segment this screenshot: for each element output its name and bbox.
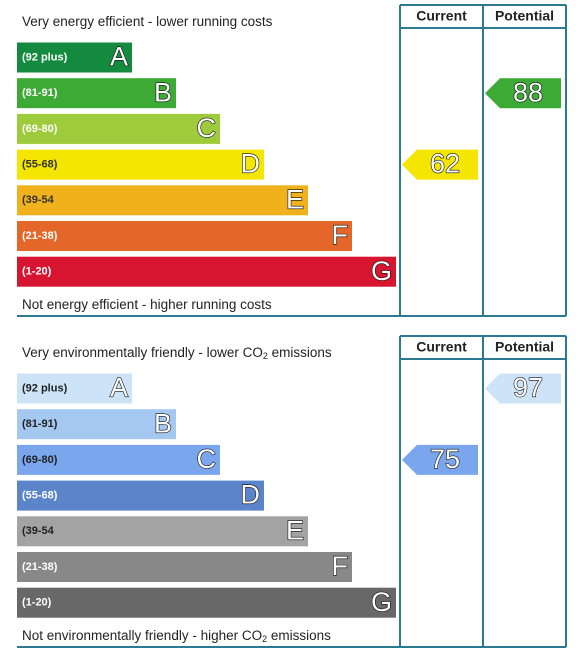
- band-range: (39-54: [22, 525, 55, 537]
- band-range: (69-80): [22, 123, 58, 135]
- band-bar: [17, 552, 352, 582]
- band-letter: B: [154, 77, 172, 107]
- band-letter: F: [332, 551, 349, 581]
- rating-arrow: [402, 149, 478, 180]
- band-letter: D: [241, 480, 261, 510]
- band-letter: E: [286, 184, 304, 214]
- column-header: Current: [416, 339, 467, 355]
- bottom-text-part: Not energy efficient - higher running co…: [22, 297, 272, 312]
- band-letter: E: [286, 515, 304, 545]
- rating-arrow: [402, 444, 478, 475]
- band-letter: C: [197, 444, 217, 474]
- rating-value: 62: [430, 149, 460, 179]
- bottom-text: Not environmentally friendly - higher CO…: [22, 628, 331, 645]
- top-text-part: emissions: [268, 345, 332, 360]
- band-letter: A: [110, 373, 128, 403]
- bottom-text-part: 2: [262, 634, 267, 644]
- column-header: Current: [416, 8, 467, 24]
- band-bar: [17, 185, 308, 216]
- column-header: Potential: [495, 339, 554, 355]
- rating-value: 88: [513, 77, 543, 107]
- epc-chart: Current Potential Very environmentally fri…: [17, 335, 567, 648]
- band-bar: [17, 480, 264, 511]
- rating-value: 97: [513, 373, 543, 403]
- bottom-text-part: emissions: [267, 628, 331, 643]
- top-text: Very environmentally friendly - lower CO…: [22, 345, 332, 362]
- column-header: Potential: [495, 8, 554, 24]
- band-range: (92 plus): [22, 382, 68, 394]
- band-letter: F: [332, 220, 349, 250]
- band-letter: G: [371, 587, 392, 617]
- band-range: (21-38): [22, 230, 58, 242]
- band-letter: D: [241, 149, 261, 179]
- band-range: (1-20): [22, 597, 52, 609]
- band-bar: [17, 149, 264, 180]
- band-range: (39-54: [22, 194, 55, 206]
- band-bar: [17, 78, 176, 109]
- band-range: (69-80): [22, 454, 58, 466]
- band-range: (55-68): [22, 159, 58, 171]
- top-text-part: Very energy efficient - lower running co…: [22, 14, 273, 29]
- top-text-part: Very environmentally friendly - lower CO: [22, 345, 263, 360]
- band-range: (92 plus): [22, 51, 68, 63]
- band-bar: [17, 444, 220, 475]
- band-range: (1-20): [22, 266, 52, 278]
- band-letter: G: [371, 256, 392, 286]
- band-range: (21-38): [22, 561, 58, 573]
- band-letter: C: [197, 113, 217, 143]
- band-bar: [17, 373, 132, 404]
- band-bar: [17, 113, 220, 144]
- band-range: (55-68): [22, 490, 58, 502]
- rating-arrow: [485, 373, 561, 404]
- band-range: (81-91): [22, 418, 58, 430]
- band-bar: [17, 516, 308, 547]
- epc-chart: Current Potential Very energy efficient - …: [17, 4, 567, 317]
- band-bar: [17, 42, 132, 73]
- rating-arrow: [485, 78, 561, 109]
- band-bar: [17, 587, 396, 618]
- band-range: (81-91): [22, 87, 58, 99]
- band-bar: [17, 409, 176, 440]
- bottom-text: Not energy efficient - higher running co…: [22, 297, 272, 312]
- top-text-part: 2: [263, 351, 268, 361]
- bottom-text-part: Not environmentally friendly - higher CO: [22, 628, 262, 643]
- band-letter: A: [110, 42, 128, 72]
- band-letter: B: [154, 408, 172, 438]
- band-bar: [17, 256, 396, 287]
- top-text: Very energy efficient - lower running co…: [22, 14, 273, 29]
- rating-value: 75: [430, 444, 460, 474]
- band-bar: [17, 221, 352, 251]
